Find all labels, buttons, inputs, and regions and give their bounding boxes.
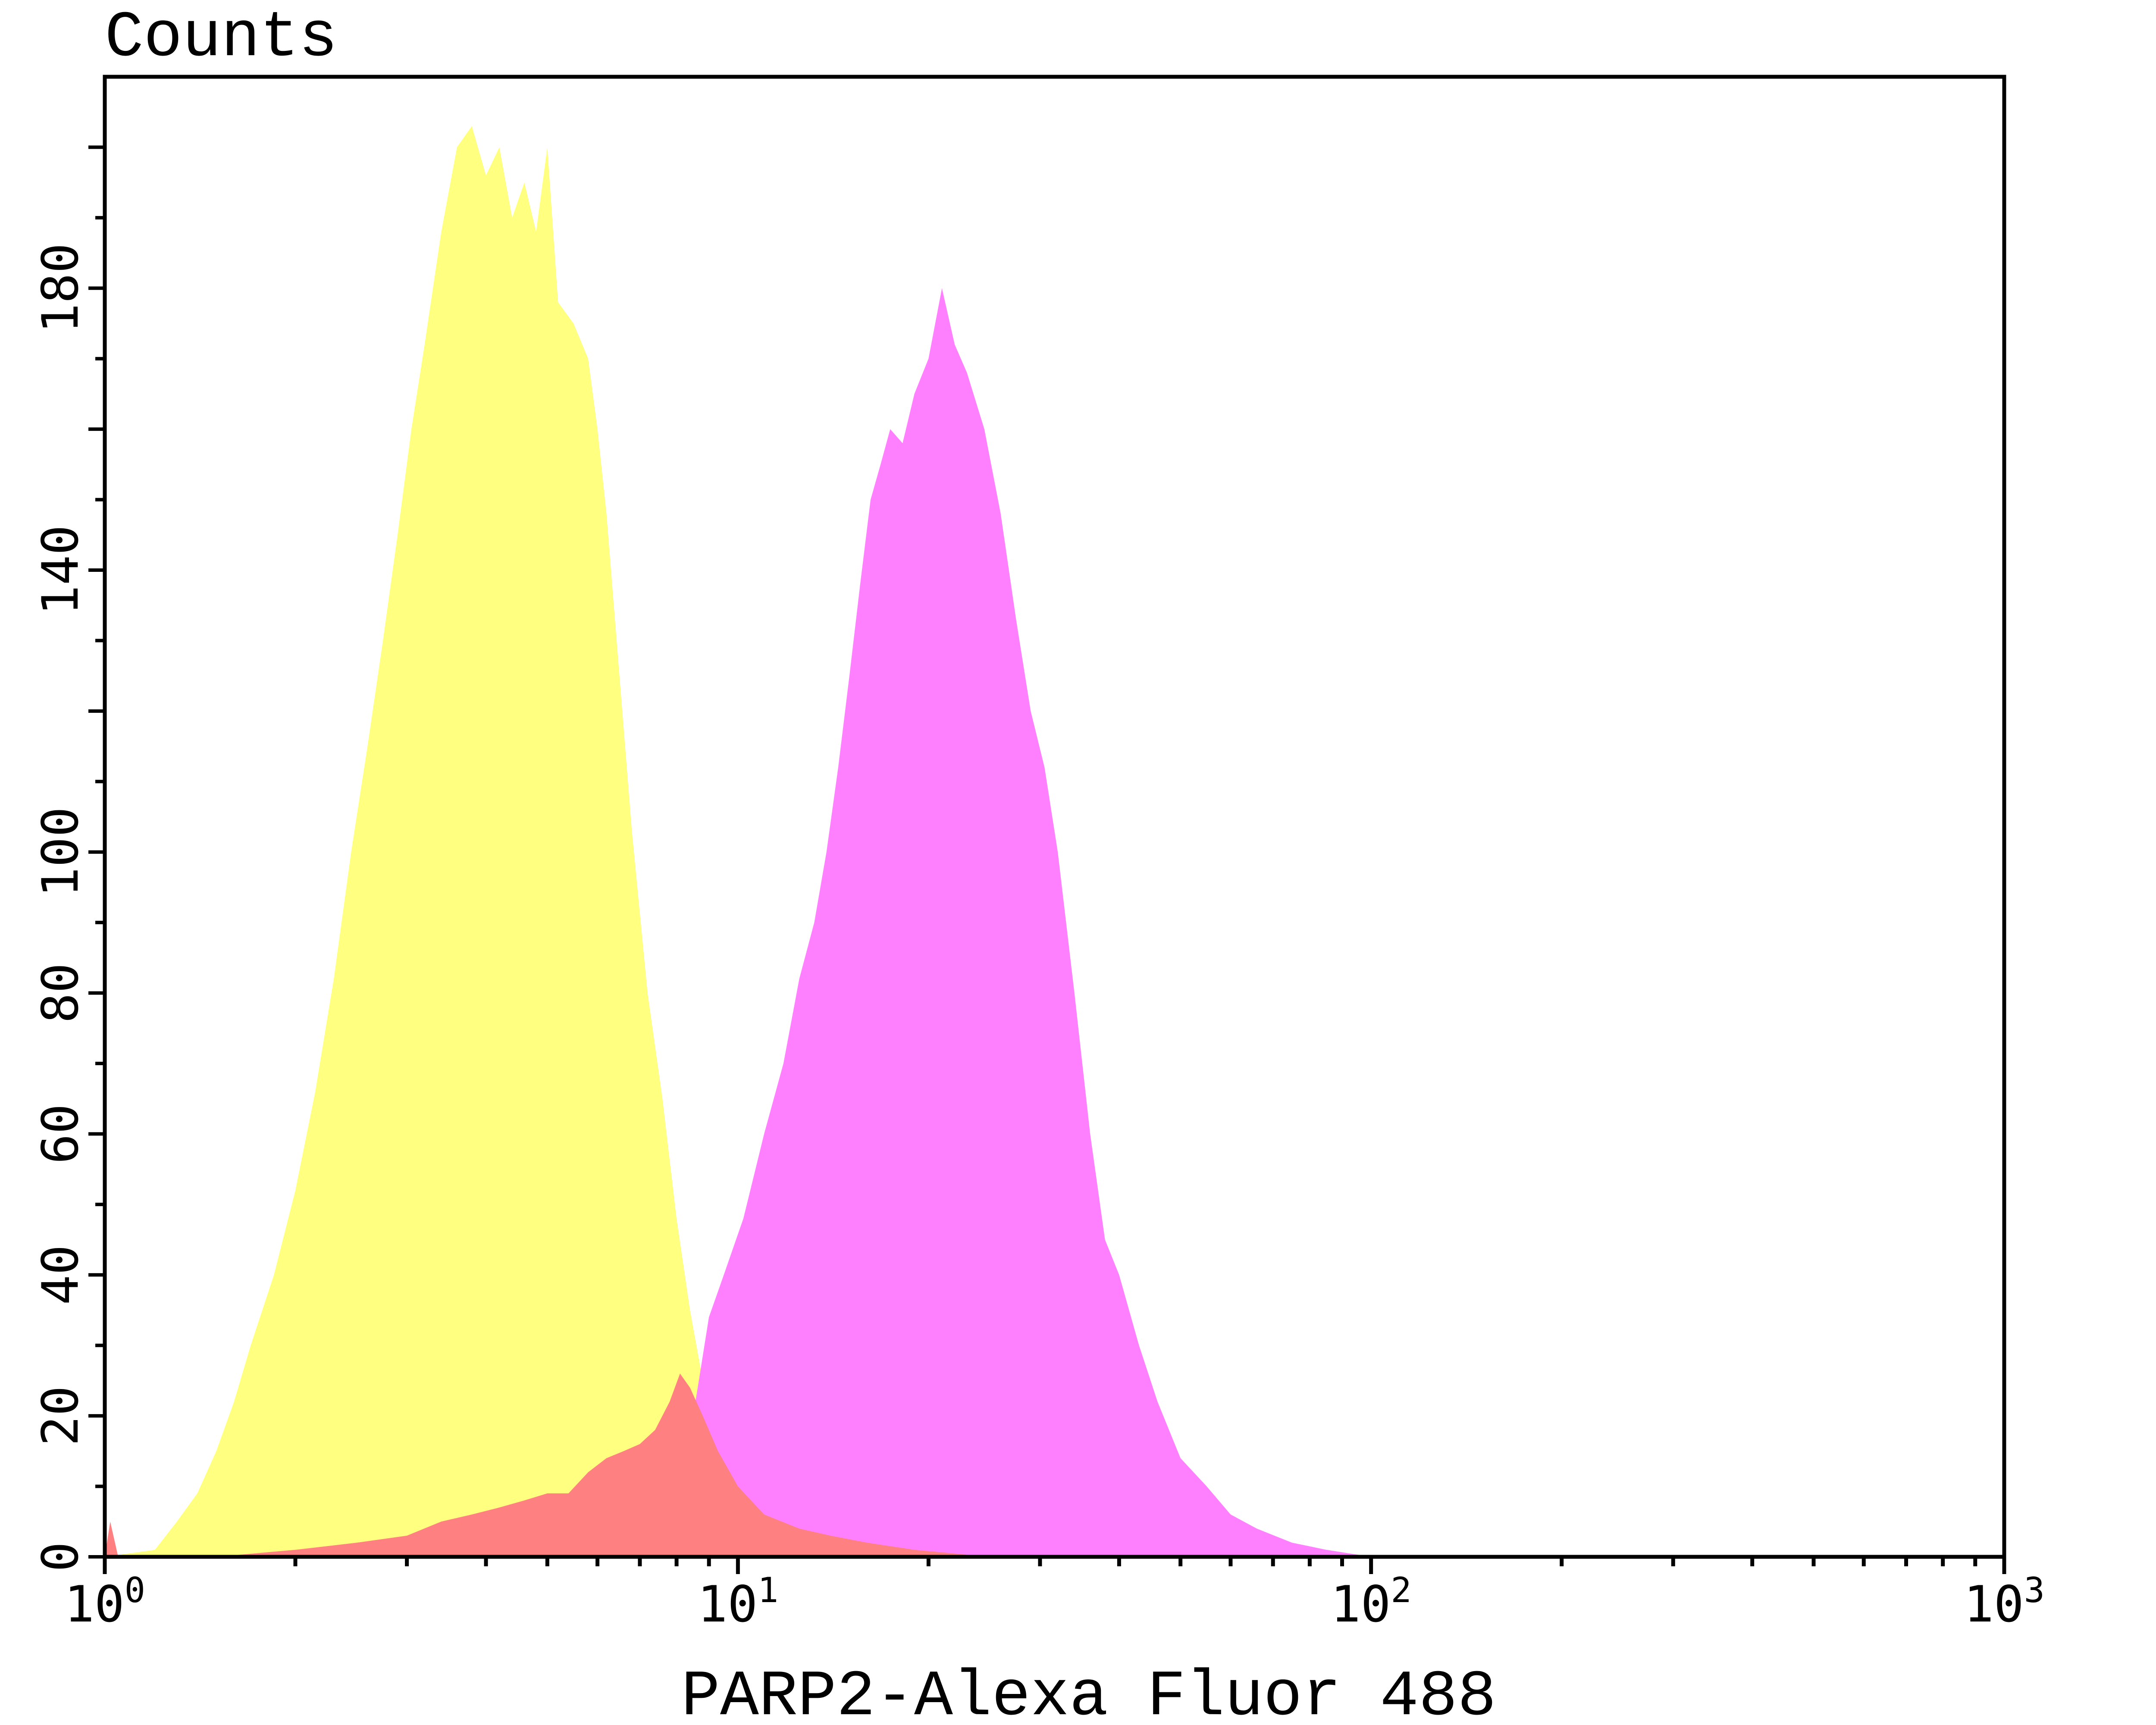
x-tick-label: 100 [64, 1570, 145, 1634]
x-axis-ticks [103, 1557, 2006, 1574]
y-axis-label: Counts [105, 2, 338, 75]
y-tick-label: 60 [31, 1104, 90, 1164]
y-axis-tick-labels: 0 20 40 60 80 100 140 180 [31, 243, 90, 1572]
histogram-series-3 [105, 1374, 990, 1557]
y-tick-label: 180 [31, 243, 90, 334]
x-axis-tick-labels: 100 101 102 103 [64, 1570, 2045, 1634]
histogram-series-1 [105, 126, 830, 1557]
series-layer [105, 126, 1371, 1557]
y-axis-ticks [88, 145, 105, 1559]
y-tick-label: 80 [31, 963, 90, 1023]
x-tick-label: 103 [1964, 1570, 2045, 1634]
y-tick-label: 100 [31, 807, 90, 897]
y-tick-label: 20 [31, 1386, 90, 1446]
x-tick-label: 102 [1331, 1570, 1412, 1634]
y-tick-label: 40 [31, 1245, 90, 1305]
y-tick-label: 140 [31, 525, 90, 615]
x-tick-label: 101 [697, 1570, 778, 1634]
y-tick-label: 0 [31, 1542, 90, 1572]
histogram-series-2 [597, 288, 1371, 1557]
plot-frame [103, 75, 2006, 1559]
x-axis-label: PARP2-Alexa Fluor 488 [681, 1661, 1496, 1725]
